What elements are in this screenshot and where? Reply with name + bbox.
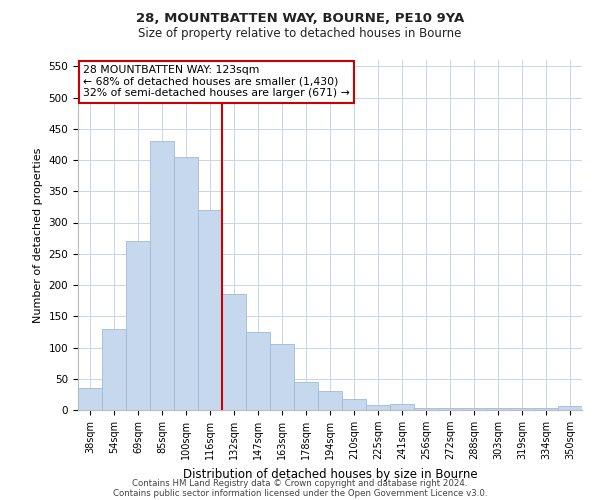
Bar xyxy=(390,404,414,410)
Bar xyxy=(534,408,558,410)
Bar xyxy=(342,399,366,410)
Bar xyxy=(102,329,126,410)
Bar xyxy=(78,388,102,410)
X-axis label: Distribution of detached houses by size in Bourne: Distribution of detached houses by size … xyxy=(182,468,478,480)
Bar xyxy=(222,294,246,410)
Bar xyxy=(294,382,318,410)
Text: Contains public sector information licensed under the Open Government Licence v3: Contains public sector information licen… xyxy=(113,488,487,498)
Bar xyxy=(246,332,270,410)
Bar xyxy=(462,408,486,410)
Bar xyxy=(126,242,150,410)
Text: Size of property relative to detached houses in Bourne: Size of property relative to detached ho… xyxy=(139,28,461,40)
Bar xyxy=(486,408,510,410)
Bar xyxy=(510,408,534,410)
Bar xyxy=(318,391,342,410)
Bar xyxy=(366,405,390,410)
Bar xyxy=(150,142,174,410)
Bar xyxy=(414,408,438,410)
Text: Contains HM Land Registry data © Crown copyright and database right 2024.: Contains HM Land Registry data © Crown c… xyxy=(132,478,468,488)
Bar xyxy=(174,157,198,410)
Bar xyxy=(438,408,462,410)
Bar xyxy=(270,344,294,410)
Text: 28 MOUNTBATTEN WAY: 123sqm
← 68% of detached houses are smaller (1,430)
32% of s: 28 MOUNTBATTEN WAY: 123sqm ← 68% of deta… xyxy=(83,66,350,98)
Text: 28, MOUNTBATTEN WAY, BOURNE, PE10 9YA: 28, MOUNTBATTEN WAY, BOURNE, PE10 9YA xyxy=(136,12,464,26)
Bar xyxy=(198,210,222,410)
Bar xyxy=(558,406,582,410)
Y-axis label: Number of detached properties: Number of detached properties xyxy=(33,148,43,322)
